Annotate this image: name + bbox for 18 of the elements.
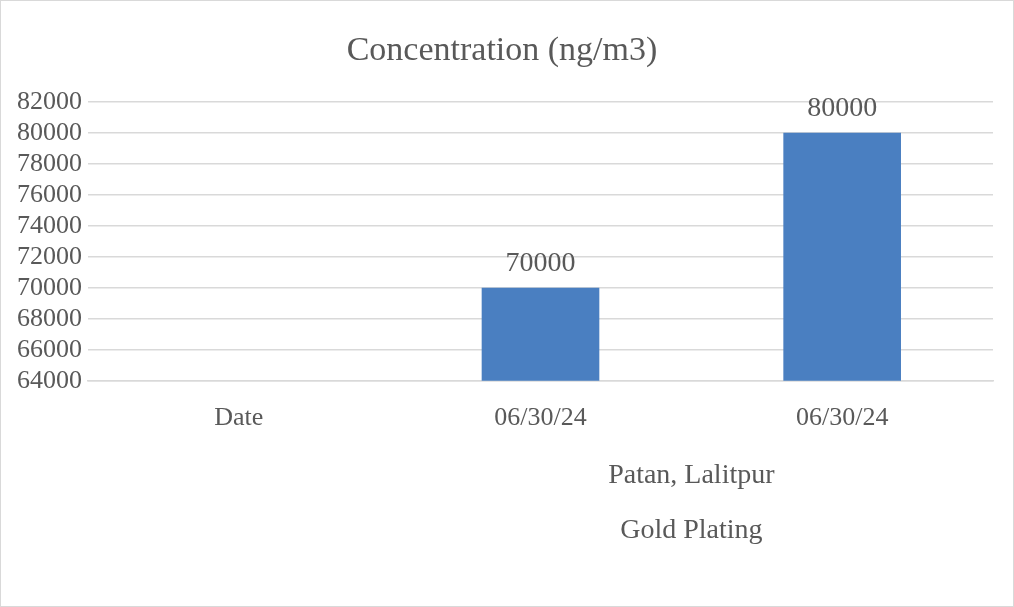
data-label: 80000 [807, 91, 878, 123]
y-tick-label: 66000 [17, 333, 82, 363]
y-tick-label: 76000 [17, 178, 82, 208]
y-tick-label: 68000 [17, 302, 82, 332]
y-tick-label: 64000 [17, 364, 82, 394]
y-tick-label: 72000 [17, 240, 82, 270]
y-tick-label: 70000 [17, 271, 82, 301]
text: Gold Plating [620, 513, 763, 545]
data-label: 70000 [505, 246, 576, 278]
text: Patan, Lalitpur [608, 458, 776, 490]
y-tick-label: 78000 [17, 147, 82, 177]
x-tick-label: 06/30/24 [494, 402, 587, 432]
x-tick-label: Date [214, 402, 264, 432]
y-tick-label: 80000 [17, 116, 82, 146]
y-tick-label: 74000 [17, 209, 82, 239]
y-tick-label: 82000 [17, 85, 82, 115]
x-tick-label: 06/30/24 [795, 402, 889, 432]
chart-title: Concentration (ng/m3) [346, 30, 658, 69]
